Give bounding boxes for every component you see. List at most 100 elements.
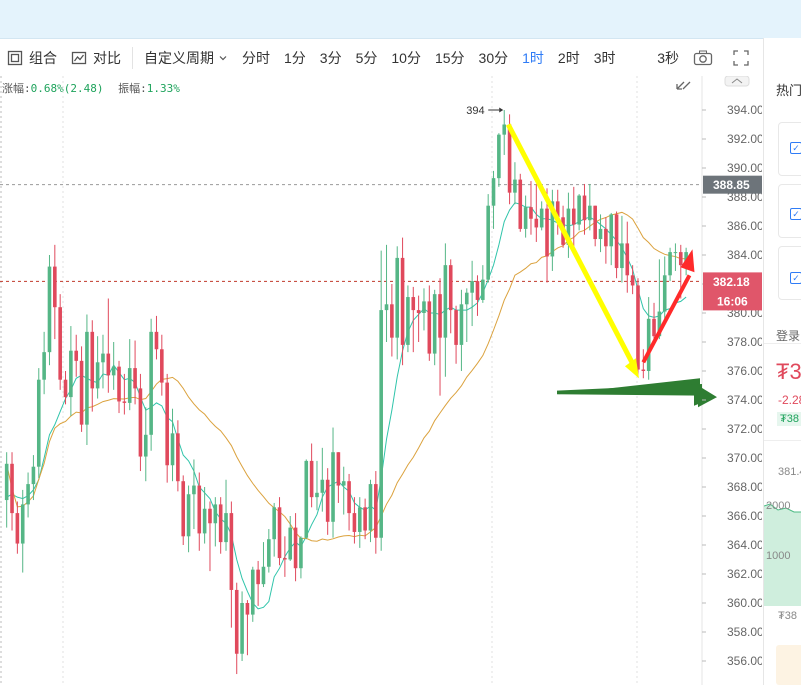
candle: [523, 195, 528, 238]
candle-body: [277, 507, 282, 559]
candle-body: [416, 310, 421, 313]
period-tab[interactable]: 分时: [242, 50, 270, 66]
custom-period-dropdown[interactable]: 自定义周期: [137, 40, 235, 76]
yellow-arrow-head: [624, 358, 639, 379]
candle: [218, 497, 223, 554]
candle-body: [53, 266, 57, 308]
candle: [379, 250, 383, 551]
candle: [250, 566, 255, 622]
candle: [304, 459, 309, 540]
candle: [229, 501, 234, 628]
candle-body: [186, 494, 191, 537]
checkbox[interactable]: ✓: [790, 272, 801, 284]
promo-card[interactable]: [776, 645, 801, 685]
mini-panel-divider: [764, 440, 801, 441]
candle-body: [582, 195, 587, 221]
countdown-text: 16:06: [717, 294, 748, 308]
camera-button[interactable]: [686, 40, 726, 76]
period-tab[interactable]: 3分: [319, 50, 342, 66]
candle-body: [678, 252, 683, 266]
candle: [234, 582, 239, 675]
yellow-down-arrow: [506, 123, 639, 379]
candle: [58, 294, 62, 390]
candle: [571, 186, 576, 247]
period-tab[interactable]: 5分: [355, 50, 378, 66]
checkbox[interactable]: ✓: [790, 142, 801, 154]
candle: [427, 285, 432, 361]
fullscreen-button[interactable]: [726, 40, 762, 76]
period-tab-active[interactable]: 1时: [522, 50, 544, 66]
candle-body: [497, 134, 501, 179]
candle: [336, 452, 341, 503]
amplitude-label: 振幅:: [118, 82, 147, 95]
candle: [368, 479, 373, 543]
candle-body: [149, 331, 153, 435]
candle-body: [652, 318, 656, 337]
watch-card[interactable]: [778, 184, 801, 238]
candle: [486, 194, 490, 283]
period-tab[interactable]: 2时: [557, 50, 580, 66]
candle-body: [143, 434, 148, 457]
right-side-panel: 热门 ✓ ✓ ✓ 登录 ₮3 -2.28 ₮38 381.4 2000 1000…: [763, 38, 801, 685]
refresh-interval[interactable]: 3秒: [657, 50, 679, 66]
period-tab[interactable]: 15分: [434, 50, 465, 66]
candle: [288, 516, 293, 561]
price-axis: 356.00 358.00 360.00 362.00 364.00 366.00 368.…: [676, 76, 762, 668]
candlestick-chart[interactable]: 394 356.00 358.00 360.00 362.00 364.00 366.00…: [0, 76, 762, 685]
candle-body: [657, 311, 662, 337]
candle-body: [684, 252, 688, 266]
fullscreen-icon: [733, 50, 749, 66]
period-tab[interactable]: 1分: [284, 50, 306, 66]
candle-body: [122, 401, 127, 403]
candle: [518, 173, 523, 232]
candle-body: [555, 201, 560, 218]
candle-body: [481, 279, 485, 300]
price-tick-label: 376.00: [727, 364, 762, 378]
toolbar-right: 3秒: [650, 40, 762, 76]
period-tab[interactable]: 3时: [593, 50, 616, 66]
candle: [267, 529, 271, 573]
candle-body: [10, 463, 14, 514]
watch-card[interactable]: [778, 122, 801, 176]
hot-label: 热门: [776, 83, 801, 98]
candle: [406, 285, 410, 353]
compare-button[interactable]: 对比: [64, 40, 128, 76]
candle-body: [630, 275, 635, 286]
candle-body: [325, 479, 330, 522]
candle: [481, 265, 485, 303]
candle: [497, 133, 501, 187]
candle: [4, 452, 9, 528]
candle: [293, 513, 298, 582]
candle: [138, 373, 143, 472]
green-arrow-body: [557, 384, 702, 396]
candle-body: [609, 214, 614, 247]
candle-body: [363, 507, 367, 531]
candle: [598, 214, 603, 253]
candle-body: [95, 362, 100, 389]
checkbox[interactable]: ✓: [790, 208, 801, 220]
red-up-arrow: [641, 249, 695, 364]
period-tab[interactable]: 30分: [478, 50, 509, 66]
candle: [192, 459, 196, 530]
candle-body: [111, 366, 116, 376]
price-label-high-text: 388.85: [713, 178, 750, 192]
candle-body: [170, 433, 175, 466]
candle-body: [384, 304, 389, 311]
candle: [374, 471, 378, 554]
camera-icon: [693, 50, 713, 66]
candle: [309, 443, 314, 508]
candle: [299, 536, 303, 579]
yellow-arrow-shaft: [506, 123, 635, 364]
candle-body: [181, 481, 186, 537]
login-label[interactable]: 登录: [776, 329, 801, 343]
mini-chart-2000: 2000: [766, 500, 791, 512]
chevron-up-icon: [731, 78, 743, 84]
candle: [315, 460, 319, 511]
watch-card[interactable]: [778, 246, 801, 300]
candle-body: [529, 207, 533, 219]
candle-body: [534, 218, 539, 228]
period-tab[interactable]: 10分: [391, 50, 421, 66]
candle: [475, 275, 480, 316]
change-label: 涨幅:: [2, 82, 31, 95]
group-button[interactable]: 组合: [0, 40, 64, 76]
